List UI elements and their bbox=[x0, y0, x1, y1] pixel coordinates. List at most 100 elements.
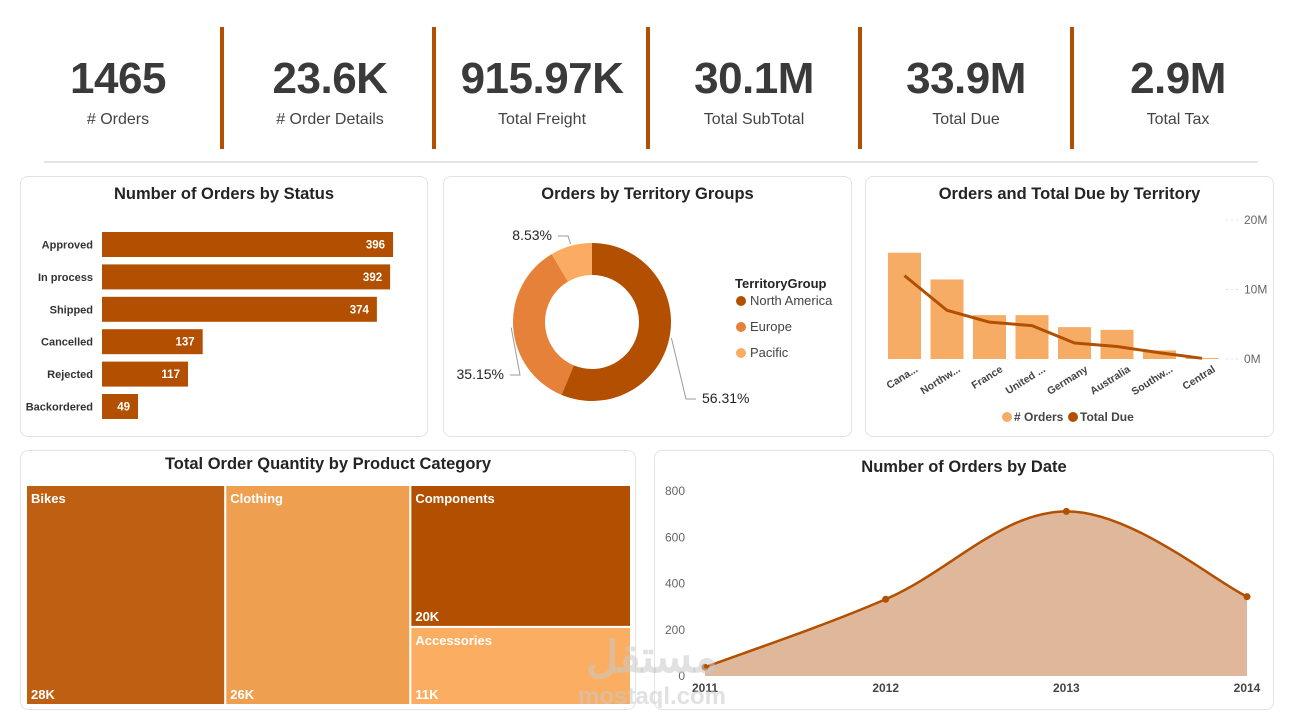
orders-by-date-panel[interactable]: Number of Orders by Date 800 600 400 200 0 20… bbox=[654, 450, 1274, 710]
donut-slice bbox=[561, 243, 671, 401]
kpi-label: # Orders bbox=[86, 111, 150, 128]
kpi-divider-line bbox=[44, 161, 1258, 163]
right-axis-tick: 10M bbox=[1244, 283, 1267, 297]
legend-item-label: # Orders bbox=[1014, 410, 1064, 424]
kpi-label: Total SubTotal bbox=[703, 111, 805, 128]
status-bar bbox=[102, 361, 188, 387]
kpi-value: 915.97K bbox=[460, 54, 624, 103]
status-category-label: Shipped bbox=[50, 304, 93, 316]
kpi-value: 1465 bbox=[70, 54, 166, 103]
legend-item-label: Total Due bbox=[1080, 410, 1134, 424]
kpi-label: Total Freight bbox=[497, 111, 587, 128]
kpi-card-total-subtotal[interactable]: 30.1M Total SubTotal bbox=[648, 22, 860, 152]
x-axis-tick: 2011 bbox=[692, 681, 718, 695]
legend-item-label: Europe bbox=[750, 319, 792, 334]
status-category-label: Cancelled bbox=[41, 337, 93, 349]
legend-title: TerritoryGroup bbox=[735, 276, 827, 291]
x-axis-tick-label: Northw... bbox=[918, 363, 962, 397]
orders-bar bbox=[1015, 315, 1049, 359]
kpi-divider bbox=[220, 27, 224, 149]
treemap-value-label: 11K bbox=[415, 687, 439, 702]
product-category-panel[interactable]: Total Order Quantity by Product Category… bbox=[20, 450, 636, 710]
orders-bar bbox=[1143, 350, 1176, 359]
data-point bbox=[1062, 507, 1070, 515]
area-fill bbox=[705, 511, 1247, 676]
orders-bar bbox=[1185, 357, 1219, 359]
territory-donut-chart: 56.31% 35.15% 8.53% TerritoryGroup North Ame… bbox=[457, 227, 834, 406]
donut-data-label: 35.15% bbox=[457, 366, 504, 382]
x-axis-tick-label: Central bbox=[1181, 363, 1218, 392]
treemap-tile bbox=[409, 625, 632, 706]
x-axis-tick-label: Germany bbox=[1045, 363, 1090, 397]
status-data-label: 49 bbox=[117, 402, 130, 414]
donut-slice bbox=[513, 254, 574, 395]
panel-title: Number of Orders by Status bbox=[113, 185, 335, 203]
kpi-label: Total Tax bbox=[1146, 111, 1210, 128]
kpi-value: 23.6K bbox=[272, 54, 388, 103]
donut-data-label: 56.31% bbox=[702, 390, 749, 406]
status-category-label: Rejected bbox=[47, 369, 93, 381]
legend-marker bbox=[1068, 412, 1078, 422]
x-axis-tick: 2014 bbox=[1234, 681, 1261, 695]
kpi-row: 1465 # Orders 23.6K # Order Details 915.… bbox=[12, 22, 1292, 152]
legend-marker bbox=[736, 322, 746, 332]
orders-by-status-panel[interactable]: Number of Orders by Status Approved 396 In… bbox=[20, 176, 428, 437]
territory-combo-panel[interactable]: Orders and Total Due by Territory 20M 10M… bbox=[865, 176, 1274, 437]
treemap-category-label: Components bbox=[415, 491, 494, 506]
kpi-card-total-freight[interactable]: 915.97K Total Freight bbox=[436, 22, 648, 152]
kpi-card-total-tax[interactable]: 2.9M Total Tax bbox=[1072, 22, 1284, 152]
kpi-card-total-due[interactable]: 33.9M Total Due bbox=[860, 22, 1072, 152]
territory-groups-panel[interactable]: Orders by Territory Groups 56.31% 35.15% 8… bbox=[443, 176, 852, 437]
donut-data-label: 8.53% bbox=[512, 227, 552, 243]
legend-marker bbox=[736, 348, 746, 358]
data-point bbox=[882, 595, 890, 603]
treemap-value-label: 26K bbox=[230, 687, 254, 702]
kpi-value: 30.1M bbox=[694, 54, 814, 103]
orders-bar bbox=[930, 279, 964, 359]
kpi-label: Total Due bbox=[932, 111, 1000, 128]
kpi-label: # Order Details bbox=[276, 111, 384, 128]
orders-bar bbox=[888, 252, 921, 359]
treemap-tile bbox=[25, 484, 227, 706]
treemap-category-label: Accessories bbox=[415, 633, 492, 648]
status-data-label: 117 bbox=[161, 369, 180, 381]
category-treemap: Bikes 28K Clothing 26K Components 20K Accessor… bbox=[25, 484, 632, 706]
status-category-label: Approved bbox=[42, 240, 93, 252]
kpi-card-order-details[interactable]: 23.6K # Order Details bbox=[224, 22, 436, 152]
y-axis-tick: 800 bbox=[665, 484, 685, 498]
kpi-divider bbox=[858, 27, 862, 149]
legend-marker bbox=[1002, 412, 1012, 422]
donut-leader-line bbox=[510, 327, 521, 376]
legend-marker bbox=[736, 296, 746, 306]
legend-item-label: North America bbox=[750, 293, 833, 308]
data-point bbox=[1243, 593, 1251, 601]
status-data-label: 374 bbox=[350, 304, 370, 316]
x-axis-tick-label: France bbox=[970, 363, 1006, 392]
status-bar bbox=[102, 296, 377, 322]
x-axis-tick: 2012 bbox=[872, 681, 899, 695]
y-axis-tick: 400 bbox=[665, 577, 685, 591]
kpi-card-orders[interactable]: 1465 # Orders bbox=[12, 22, 224, 152]
x-axis-tick-label: United ... bbox=[1004, 363, 1048, 397]
x-axis-tick-label: Southw... bbox=[1129, 363, 1175, 398]
panel-title: Orders by Territory Groups bbox=[541, 185, 754, 203]
treemap-category-label: Clothing bbox=[230, 491, 283, 506]
treemap-value-label: 20K bbox=[415, 609, 439, 624]
donut-slice bbox=[551, 243, 592, 282]
x-axis-tick: 2013 bbox=[1053, 681, 1080, 695]
kpi-value: 33.9M bbox=[906, 54, 1026, 103]
right-axis-tick: 20M bbox=[1244, 213, 1267, 227]
kpi-value: 2.9M bbox=[1130, 54, 1226, 103]
status-bar bbox=[102, 232, 394, 257]
orders-area-chart: 800 600 400 200 0 2011 2012 2013 2014 bbox=[665, 484, 1261, 695]
donut-leader-line bbox=[558, 235, 572, 245]
status-data-label: 392 bbox=[363, 272, 382, 284]
x-axis-tick-label: Australia bbox=[1088, 363, 1133, 397]
treemap-tile bbox=[224, 484, 412, 706]
y-axis-tick: 600 bbox=[665, 530, 685, 544]
right-axis-tick: 0M bbox=[1244, 352, 1261, 366]
panel-title: Number of Orders by Date bbox=[861, 458, 1067, 476]
treemap-category-label: Bikes bbox=[31, 491, 66, 506]
panel-title: Total Order Quantity by Product Category bbox=[164, 455, 492, 473]
